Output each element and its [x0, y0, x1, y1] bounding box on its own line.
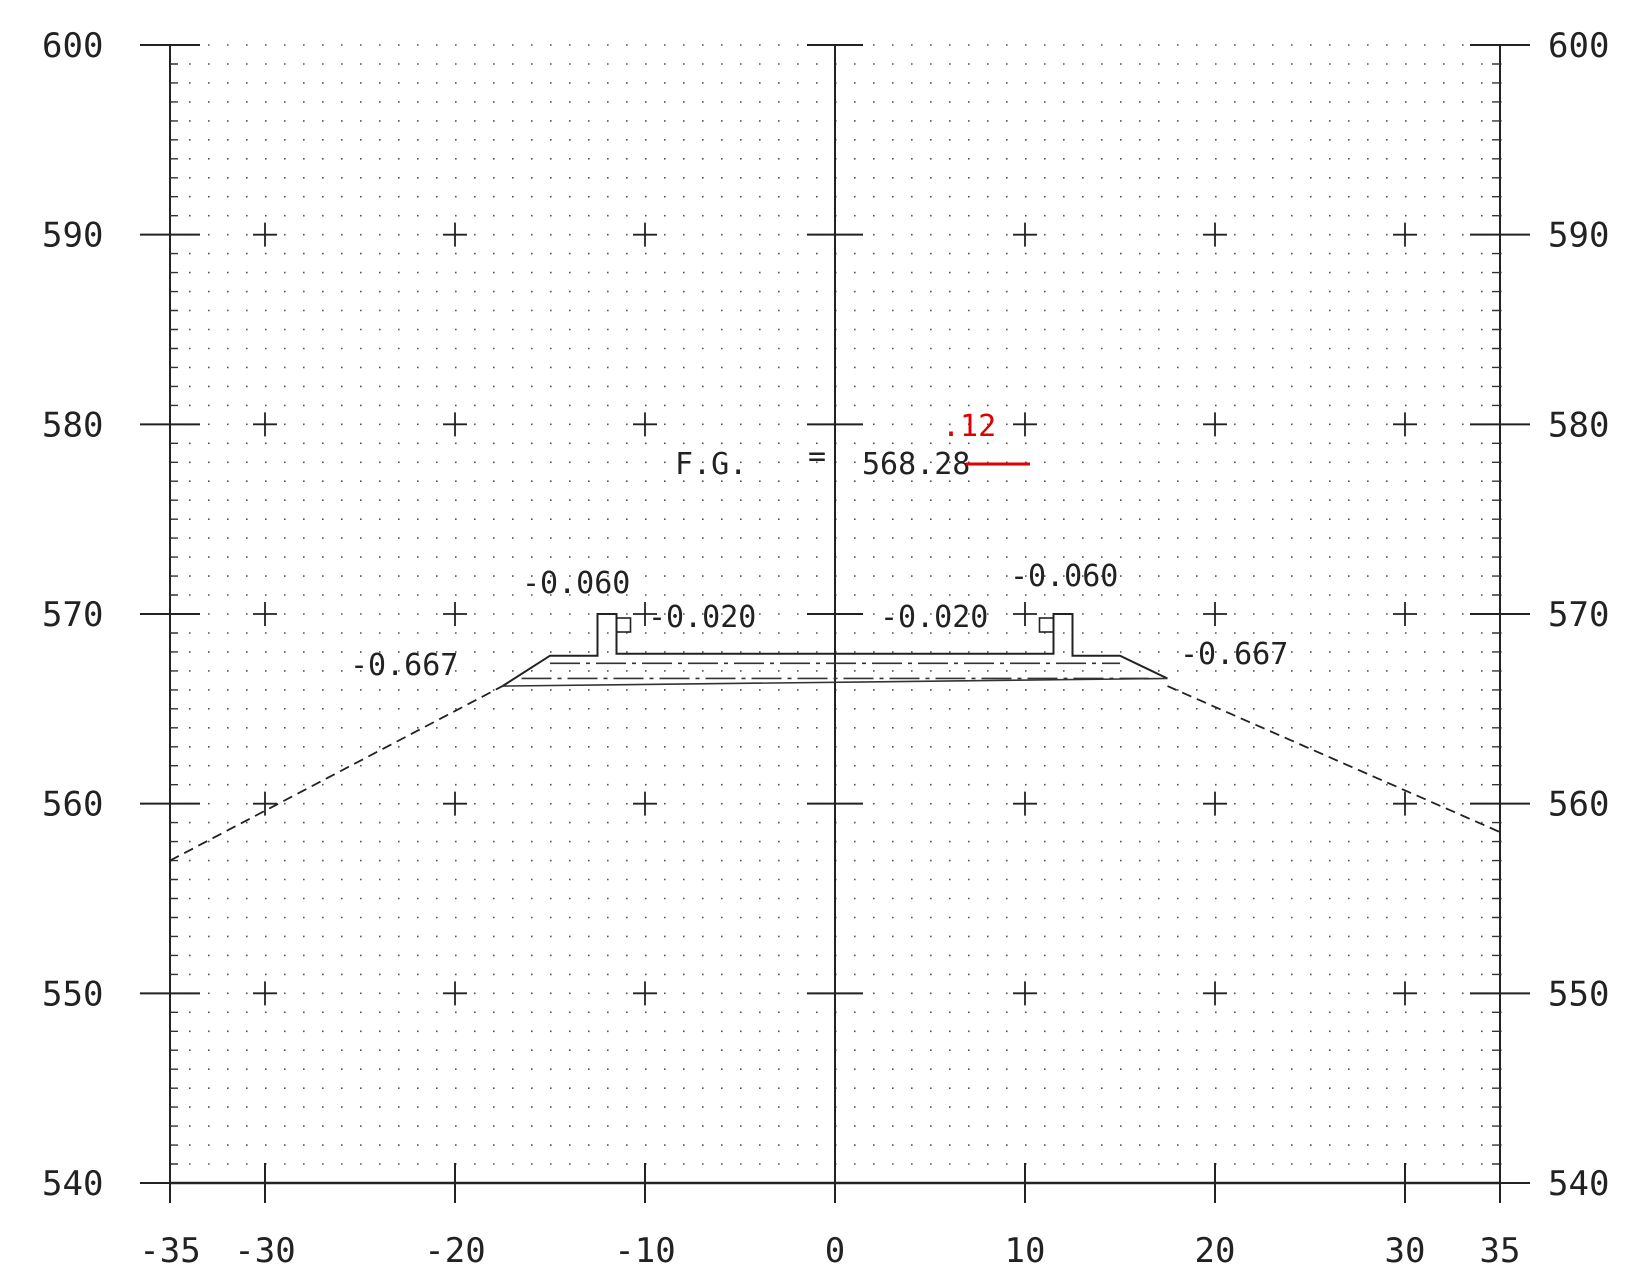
annotation-left-top: -0.060 — [522, 566, 630, 601]
slope-lines — [169, 685, 1501, 862]
grid-cross — [253, 602, 277, 626]
grid-cross — [1393, 791, 1417, 816]
y-tick-label-left: 550 — [42, 974, 103, 1014]
subgrade-line — [502, 677, 1168, 687]
grid-cross — [253, 791, 277, 816]
fg-equals: = — [808, 439, 826, 474]
y-tick-label-left: 560 — [42, 785, 103, 825]
grid-cross — [1393, 981, 1417, 1006]
grid-cross — [633, 222, 657, 247]
grid-cross — [633, 602, 657, 626]
x-tick-label: -35 — [139, 1231, 200, 1271]
grid-cross — [1393, 222, 1417, 247]
y-tick-label-left: 570 — [42, 595, 103, 635]
grid-cross — [1013, 412, 1037, 437]
grid-cross — [1203, 791, 1227, 816]
grid-cross — [443, 981, 467, 1006]
y-tick-label-left: 600 — [42, 26, 103, 66]
fg-correction: .12 — [942, 409, 996, 444]
x-tick-label: -20 — [424, 1231, 485, 1271]
x-tick-label: 0 — [825, 1231, 845, 1271]
fg-value: 568.28 — [862, 447, 970, 482]
grid-cross — [1013, 602, 1037, 626]
grid-cross — [633, 412, 657, 437]
grid-cross — [633, 791, 657, 816]
y-tick-label-right: 540 — [1548, 1164, 1609, 1204]
grid-cross — [443, 602, 467, 626]
section-outline — [501, 613, 1168, 687]
x-tick-label: 35 — [1480, 1231, 1521, 1271]
grid-cross — [1203, 222, 1227, 247]
grid-cross — [1203, 412, 1227, 437]
grid-cross — [253, 412, 277, 437]
grid-cross — [443, 412, 467, 437]
annotation-right-mid: -0.020 — [880, 600, 988, 635]
grid-cross — [1013, 222, 1037, 247]
annotation-right-top: -0.060 — [1010, 559, 1118, 594]
grid-cross — [1013, 791, 1037, 816]
grid-cross — [1393, 412, 1417, 437]
annotation-right-slope: -0.667 — [1180, 637, 1288, 672]
curb-detail-left — [615, 617, 632, 633]
x-tick-label: -30 — [234, 1231, 295, 1271]
x-tick-label: 30 — [1385, 1231, 1426, 1271]
axes — [140, 44, 1530, 1203]
annotation-left-mid: -0.020 — [648, 600, 756, 635]
y-tick-label-left: 590 — [42, 216, 103, 256]
fg-label: F.G. — [675, 447, 747, 482]
y-tick-label-right: 560 — [1548, 785, 1609, 825]
grid-cross — [253, 981, 277, 1006]
grid-cross — [443, 222, 467, 247]
grid-cross — [1203, 602, 1227, 626]
grid-cross — [633, 981, 657, 1006]
y-tick-label-right: 590 — [1548, 216, 1609, 256]
grid-crosses — [253, 222, 1417, 1006]
x-tick-label: 20 — [1195, 1231, 1236, 1271]
road-section — [501, 613, 1168, 687]
x-tick-label: 10 — [1005, 1231, 1046, 1271]
right-side-slope — [1167, 685, 1501, 833]
annotation-left-slope: -0.667 — [350, 648, 458, 683]
y-tick-label-right: 570 — [1548, 595, 1609, 635]
tick-labels: 540 540 550 550 560 560 570 570 580 580 590 590 600 6… — [42, 26, 1609, 1271]
y-tick-label-right: 580 — [1548, 405, 1609, 445]
left-side-slope — [169, 685, 503, 862]
x-tick-label: -10 — [614, 1231, 675, 1271]
y-tick-label-left: 540 — [42, 1164, 103, 1204]
y-tick-label-right: 600 — [1548, 26, 1609, 66]
grid-cross — [443, 791, 467, 816]
y-tick-label-right: 550 — [1548, 974, 1609, 1014]
y-tick-label-left: 580 — [42, 405, 103, 445]
grid-cross — [253, 222, 277, 247]
grid-cross — [1393, 602, 1417, 626]
grid-cross — [1013, 981, 1037, 1006]
curb-detail-right — [1038, 617, 1055, 633]
grid-cross — [1203, 981, 1227, 1006]
